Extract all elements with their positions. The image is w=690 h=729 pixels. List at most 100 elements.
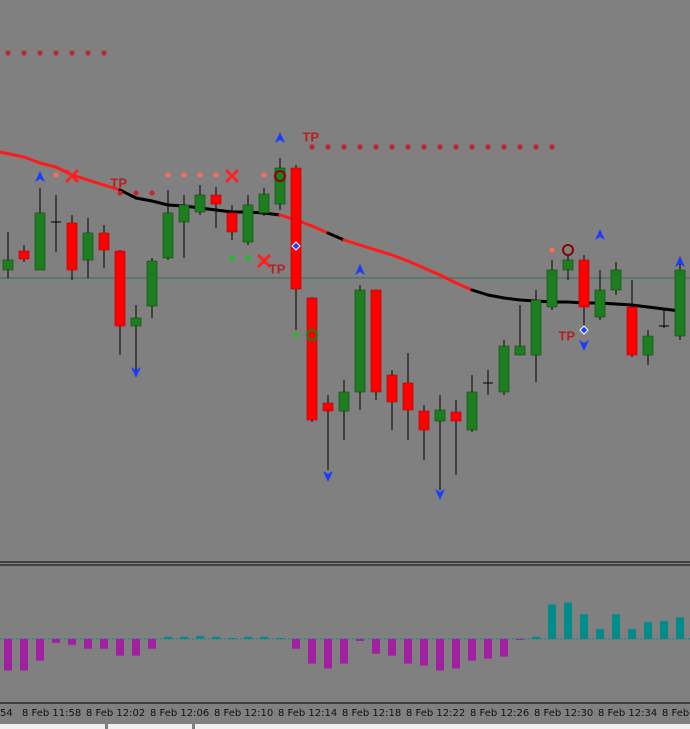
x-tick-label: 8 Feb 12:02	[86, 708, 145, 719]
x-tick-label: 8 Feb 12:34	[598, 708, 657, 719]
dot-mark	[549, 144, 555, 150]
oscillator-bar	[276, 637, 284, 639]
candle-body	[290, 167, 302, 290]
oscillator-bar	[116, 638, 124, 656]
dot-mark	[501, 144, 507, 150]
dot-mark	[101, 50, 107, 56]
diamond-mark	[579, 325, 589, 335]
oscillator-bar	[596, 629, 604, 639]
oscillator-bar	[340, 638, 348, 664]
x-tick-label: 8 Feb 12:14	[278, 708, 337, 719]
dot-mark	[117, 190, 123, 196]
candle-body	[306, 297, 318, 421]
candle-body	[130, 317, 142, 327]
moving-average-segment	[486, 293, 506, 300]
oscillator-bar	[676, 617, 684, 639]
moving-average-segment	[70, 173, 90, 182]
oscillator-bar	[180, 636, 188, 639]
dot-mark	[453, 144, 459, 150]
tab	[0, 724, 105, 729]
dot-mark	[421, 144, 427, 150]
dot-mark	[293, 332, 299, 338]
oscillator-bar	[324, 638, 332, 669]
oscillator-bar	[52, 638, 60, 643]
oscillator-bar	[20, 638, 28, 671]
moving-average-segment	[422, 266, 442, 277]
oscillator-bar	[628, 629, 636, 639]
candle-body	[450, 411, 462, 422]
dot-mark	[405, 144, 411, 150]
candle-body	[34, 212, 46, 271]
oscillator-bar	[132, 638, 140, 656]
dot-mark	[197, 172, 203, 178]
signal-arrow-down	[579, 340, 589, 351]
oscillator-bar	[612, 614, 620, 639]
oscillator-bar	[260, 636, 268, 639]
candle-body	[114, 250, 126, 327]
oscillator-bar	[36, 638, 44, 661]
signal-arrow-down	[323, 471, 333, 482]
tab	[195, 724, 690, 729]
dot-mark	[309, 144, 315, 150]
moving-average-segment	[374, 248, 394, 257]
dot-mark	[325, 144, 331, 150]
candle-body	[242, 204, 254, 243]
moving-average-segment	[118, 188, 138, 200]
dot-mark	[229, 255, 235, 261]
candle-body	[578, 259, 590, 308]
moving-average-segment	[38, 161, 58, 169]
candle-body	[434, 409, 446, 422]
dot-mark	[53, 50, 59, 56]
oscillator-bar	[4, 638, 12, 671]
candle-body	[338, 391, 350, 412]
diamond-mark	[291, 241, 301, 251]
x-tick-label: 8 Feb 12:10	[214, 708, 273, 719]
candle-body	[66, 222, 78, 271]
candle-body	[402, 382, 414, 411]
moving-average-segment	[102, 183, 122, 192]
moving-average-segment	[454, 281, 474, 292]
candle-body	[626, 306, 638, 356]
moving-average-segment	[22, 155, 42, 165]
tp-label: TP	[558, 328, 575, 343]
dot-mark	[261, 172, 267, 178]
oscillator-bar	[388, 638, 396, 656]
moving-average-segment	[614, 302, 634, 307]
candle-body	[530, 299, 542, 356]
candle-body	[274, 167, 286, 205]
oscillator-bar	[452, 638, 460, 669]
signal-arrow-up	[675, 256, 685, 267]
x-tick-label: 8 Feb 12:26	[470, 708, 529, 719]
cross-mark	[256, 253, 272, 269]
oscillator-bar	[84, 638, 92, 649]
moving-average-segment	[630, 303, 650, 309]
oscillator-bar	[308, 638, 316, 664]
oscillator-bar	[356, 638, 364, 641]
moving-average-segment	[470, 288, 490, 297]
tp-label: TP	[302, 129, 319, 144]
oscillator-bar	[292, 638, 300, 649]
candle-body	[354, 289, 366, 393]
oscillator-bar	[164, 636, 172, 639]
moving-average-segment	[406, 259, 426, 270]
oscillator-bar	[228, 637, 236, 639]
oscillator-bar	[436, 638, 444, 671]
candle-body	[194, 194, 206, 213]
candle-body	[322, 402, 334, 412]
moving-average-segment	[150, 199, 170, 207]
candle-body	[610, 269, 622, 291]
oscillator-bar	[516, 638, 524, 640]
dot-mark	[21, 50, 27, 56]
dot-mark	[357, 144, 363, 150]
candle-body	[418, 410, 430, 431]
candle-body	[370, 289, 382, 393]
moving-average-segment	[438, 273, 458, 285]
candle-body	[162, 212, 174, 259]
oscillator-bar	[564, 602, 572, 639]
dot-mark	[517, 144, 523, 150]
dot-mark	[373, 144, 379, 150]
dot-mark	[245, 255, 251, 261]
candle-body	[466, 391, 478, 431]
